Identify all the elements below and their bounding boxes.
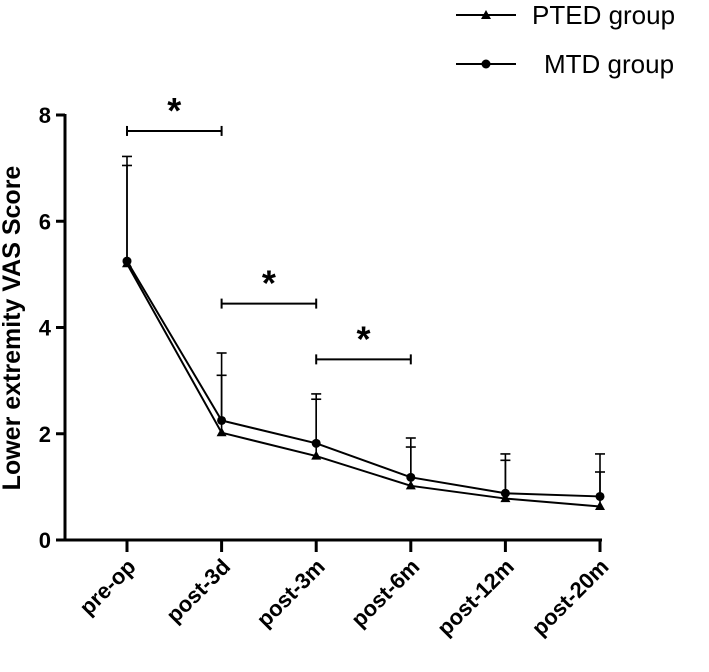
- legend-label-mtd: MTD group: [544, 49, 674, 79]
- x-tick-label-post-3d: post-3d: [161, 554, 235, 628]
- point-mtd-post-6m: [406, 472, 416, 482]
- y-tick-label-8: 8: [39, 103, 51, 128]
- x-tick-label-pre-op: pre-op: [74, 554, 140, 620]
- legend-label-pted: PTED group: [532, 0, 675, 30]
- point-mtd-post-3m: [311, 438, 321, 448]
- point-pted-post-3d: [216, 427, 227, 437]
- axes-layer: 0 2 4 6 8 pre-op post-3d post-3m post-6m post-12m…: [39, 103, 614, 641]
- point-pted-post-20m: [595, 501, 605, 511]
- x-tick-label-post-12m: post-12m: [432, 554, 519, 641]
- x-tick-label-post-6m: post-6m: [346, 554, 424, 632]
- x-tick-label-post-20m: post-20m: [527, 554, 614, 641]
- y-tick-label-4: 4: [39, 316, 52, 341]
- y-tick-label-0: 0: [39, 528, 51, 553]
- point-mtd-post-3d: [217, 415, 227, 425]
- series-layer: [122, 256, 605, 511]
- series-line-1: [126, 260, 601, 498]
- point-pted-post-3m: [311, 450, 322, 460]
- sig-star-2: *: [356, 318, 370, 359]
- significance-layer: * * *: [126, 90, 412, 365]
- y-tick-label-6: 6: [39, 209, 51, 234]
- legend: PTED group MTD group: [456, 0, 675, 79]
- legend-marker-mtd: [481, 59, 491, 69]
- point-mtd-pre-op: [122, 256, 132, 266]
- point-pted-post-6m: [405, 480, 416, 490]
- point-mtd-post-20m: [595, 491, 605, 501]
- legend-marker-pted: [481, 10, 491, 19]
- sig-star-1: *: [262, 263, 276, 304]
- y-axis-title: Lower extremity VAS Score: [0, 166, 26, 491]
- sig-star-0: *: [167, 90, 181, 131]
- series-line-0: [126, 263, 601, 508]
- y-tick-label-2: 2: [39, 422, 51, 447]
- x-tick-label-post-3m: post-3m: [252, 554, 330, 632]
- point-mtd-post-12m: [500, 488, 510, 498]
